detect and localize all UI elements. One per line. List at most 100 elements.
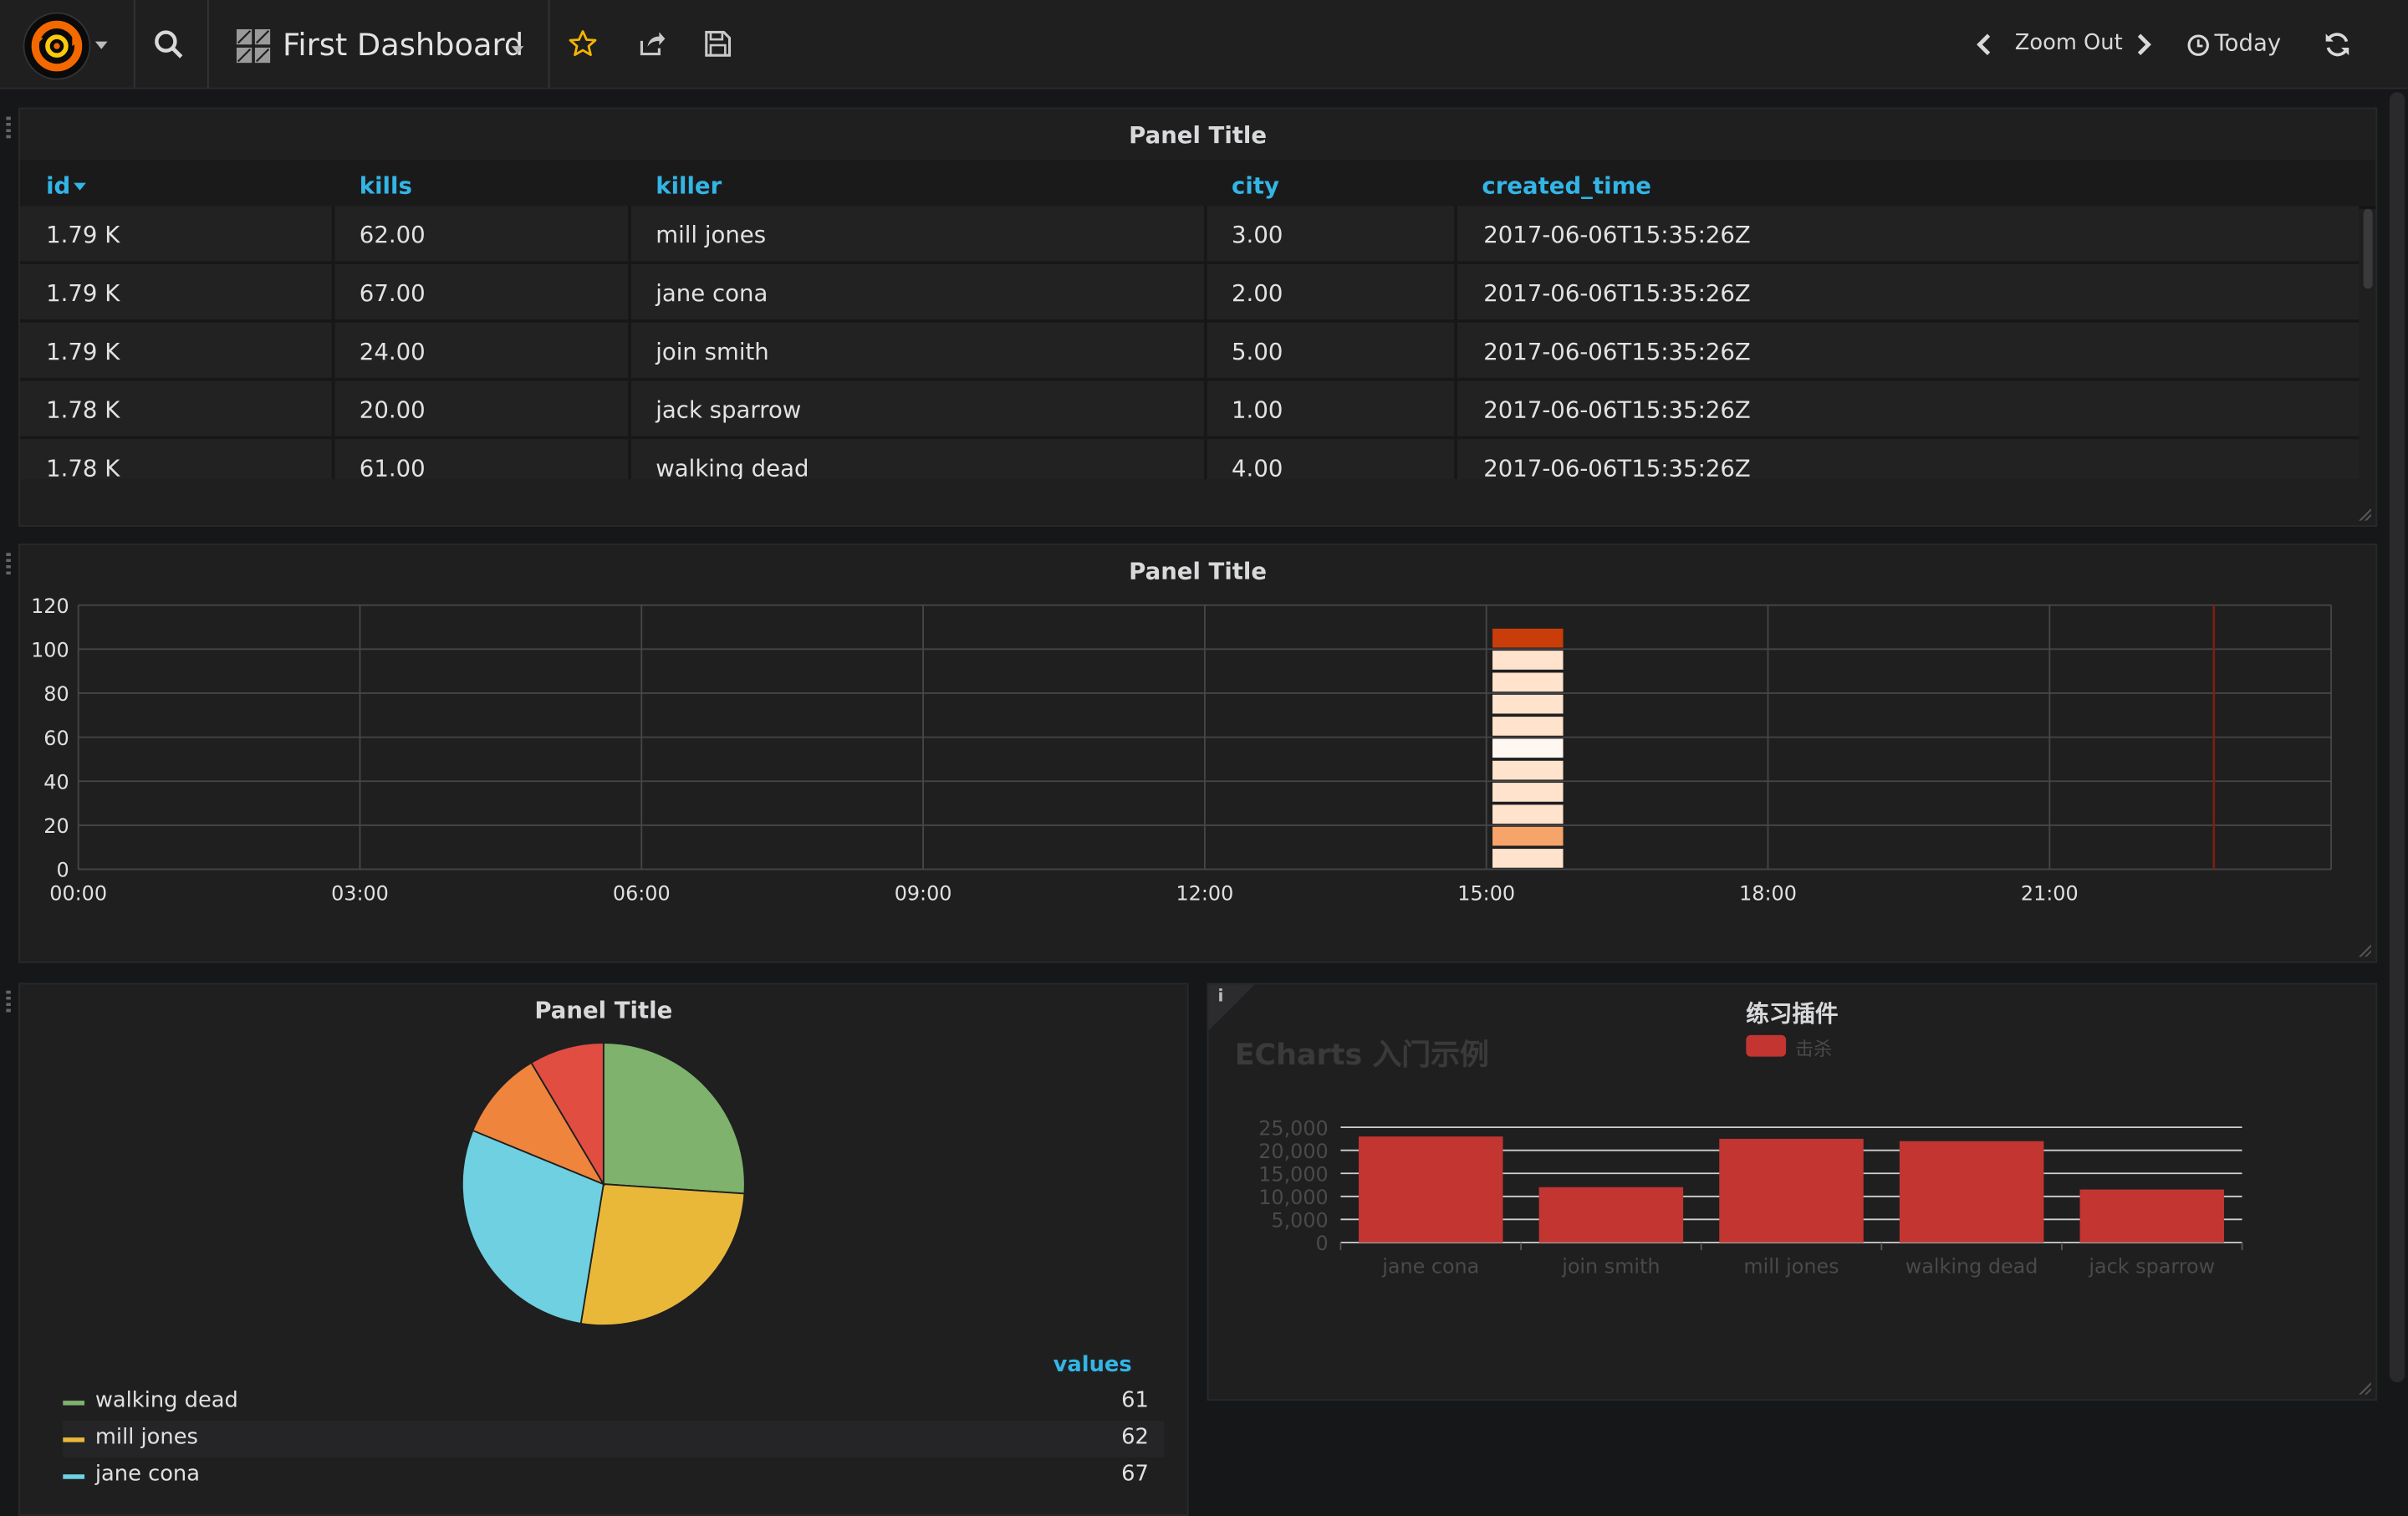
page-scrollbar[interactable] (2389, 92, 2405, 1383)
y-tick-label: 20 (43, 814, 69, 838)
table-cell: 2.00 (1232, 279, 1283, 308)
save-icon[interactable] (705, 30, 732, 64)
y-tick-label: 120 (31, 595, 69, 618)
table-row[interactable]: 1.78 K 20.00 jack sparrow 1.00 2017-06-06T15… (19, 380, 2360, 440)
column-divider (628, 322, 631, 378)
pie-slice (461, 1129, 605, 1325)
legend-item[interactable]: jane cona 67 (63, 1457, 1164, 1494)
y-tick-label: 80 (43, 682, 69, 706)
y-tick-label: 0 (56, 859, 69, 882)
x-tick-label: jack sparrow (2088, 1255, 2215, 1279)
column-divider (628, 206, 631, 262)
table-cell: jack sparrow (656, 396, 802, 424)
y-tick-label: 100 (31, 638, 69, 661)
echarts-title: ECharts 入门示例 (1234, 1038, 1489, 1073)
clock-icon[interactable] (2186, 33, 2210, 63)
panel-resize-handle[interactable] (2355, 1379, 2371, 1395)
dashboard-title-button[interactable]: First Dashboard (282, 26, 524, 64)
column-divider (1454, 439, 1458, 480)
bar (1899, 1141, 2044, 1243)
panel-title[interactable]: Panel Title (1129, 557, 1268, 585)
panel-resize-handle[interactable] (2355, 941, 2371, 957)
chevron-right-icon[interactable] (2135, 33, 2153, 64)
column-header-id[interactable]: id (46, 171, 71, 200)
pie-chart[interactable] (20, 984, 1187, 1353)
table-body[interactable]: 1.79 K 62.00 mill jones 3.00 2017-06-06T15:3… (19, 206, 2375, 480)
table-cell: 3.00 (1232, 221, 1283, 249)
legend-swatch[interactable] (1746, 1034, 1787, 1057)
heatmap-bucket (1492, 717, 1564, 736)
row-drag-handle[interactable] (6, 116, 11, 139)
panel-title[interactable]: Panel Title (1129, 121, 1268, 150)
column-header-created-time[interactable]: created_time (1482, 171, 1651, 200)
star-icon[interactable] (569, 29, 598, 64)
row-drag-handle[interactable] (6, 990, 11, 1013)
x-tick-label: 18:00 (1739, 881, 1797, 905)
info-icon[interactable]: i (1217, 986, 1224, 1007)
table-cell: 1.79 K (46, 279, 120, 308)
column-header-killer[interactable]: killer (656, 171, 722, 200)
y-tick-label: 60 (43, 727, 69, 750)
column-divider (1203, 439, 1207, 480)
x-tick-label: walking dead (1905, 1255, 2038, 1279)
refresh-icon[interactable] (2324, 31, 2351, 64)
heatmap-bucket (1492, 849, 1564, 868)
legend-label[interactable]: 击杀 (1795, 1038, 1833, 1060)
legend-name: jane cona (94, 1462, 201, 1487)
table-cell: 2017-06-06T15:35:26Z (1483, 396, 1751, 424)
legend-value: 67 (1121, 1462, 1149, 1487)
column-divider (628, 439, 631, 480)
pie-slice (602, 1042, 746, 1195)
graph-panel: Panel Title 0 20 40 60 80 100 120 00:00 03:00 06:… (18, 544, 2378, 963)
table-cell: 62.00 (359, 221, 426, 249)
table-scrollbar[interactable] (2363, 208, 2373, 289)
divider (133, 0, 135, 88)
row-drag-handle[interactable] (6, 553, 11, 574)
grafana-logo-icon[interactable] (23, 12, 91, 80)
legend-item[interactable]: mill jones 62 (63, 1420, 1165, 1458)
top-navbar: First Dashboard Zoom Out Today (0, 0, 2408, 89)
x-tick-label: 12:00 (1176, 881, 1234, 905)
chevron-left-icon[interactable] (1975, 33, 1993, 64)
column-divider (1454, 206, 1458, 262)
column-divider (628, 263, 631, 320)
x-tick-label: 15:00 (1457, 881, 1515, 905)
echarts-panel: i 练习插件 ECharts 入门示例 击杀 25,000 20,000 15,00… (1207, 983, 2378, 1401)
sort-desc-icon[interactable] (74, 182, 86, 191)
panel-title[interactable]: 练习插件 (1746, 999, 1839, 1028)
pie-slice (579, 1183, 746, 1326)
table-row[interactable]: 1.79 K 62.00 mill jones 3.00 2017-06-06T15:3… (19, 206, 2360, 264)
bar (1359, 1136, 1503, 1243)
table-row[interactable]: 1.79 K 67.00 jane cona 2.00 2017-06-06T15:35… (19, 263, 2360, 323)
search-icon[interactable] (154, 29, 185, 66)
legend-item[interactable]: walking dead 61 (63, 1384, 1164, 1421)
table-cell: 67.00 (359, 279, 426, 308)
table-row[interactable]: 1.78 K 61.00 walking dead 4.00 2017-06-06T15… (19, 439, 2360, 480)
legend-values-header[interactable]: values (1053, 1353, 1132, 1378)
heatmap-chart[interactable]: 0 20 40 60 80 100 120 00:00 03:00 06:00 09:00 12:00… (20, 545, 2375, 962)
column-header-city[interactable]: city (1232, 171, 1279, 200)
dashboard-grid-icon[interactable] (236, 28, 271, 69)
zoom-out-button[interactable]: Zoom Out (2014, 30, 2123, 56)
heatmap-bucket (1492, 651, 1564, 670)
table-row[interactable]: 1.79 K 24.00 join smith 5.00 2017-06-06T15:3… (19, 322, 2360, 381)
table-cell: join smith (656, 338, 769, 366)
logo-menu-caret-icon[interactable] (94, 41, 108, 49)
bar (2079, 1189, 2225, 1243)
time-range-button[interactable]: Today (2214, 28, 2282, 57)
column-divider (331, 206, 335, 262)
pie-panel: Panel Title values walking dead 61 mill jo… (18, 983, 1189, 1516)
legend-name: walking dead (94, 1388, 238, 1413)
dashboard-picker-caret-icon[interactable] (511, 46, 524, 54)
table-cell: 61.00 (359, 454, 426, 480)
column-divider (628, 380, 631, 436)
panel-title[interactable]: Panel Title (534, 997, 673, 1025)
heatmap-bucket (1492, 804, 1564, 824)
x-tick-label: 21:00 (2021, 881, 2079, 905)
share-icon[interactable] (637, 29, 666, 64)
panel-resize-handle[interactable] (2355, 505, 2371, 521)
column-header-kills[interactable]: kills (359, 171, 412, 200)
column-divider (1203, 263, 1207, 320)
